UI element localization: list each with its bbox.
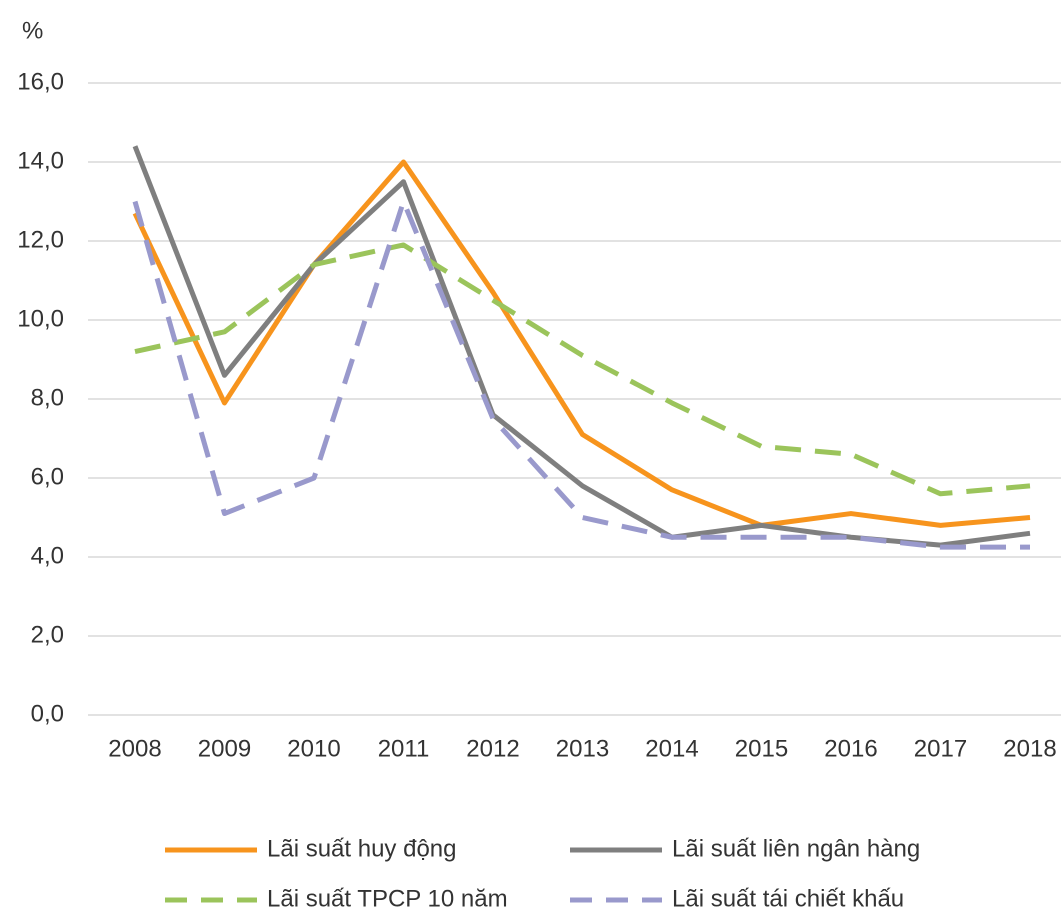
y-axis-label: % — [22, 17, 43, 44]
y-tick-label: 4,0 — [31, 542, 64, 569]
y-tick-label: 12,0 — [17, 226, 64, 253]
y-tick-label: 10,0 — [17, 305, 64, 332]
x-tick-label: 2012 — [466, 735, 519, 762]
x-tick-label: 2011 — [378, 735, 430, 762]
y-tick-label: 6,0 — [31, 463, 64, 490]
y-tick-label: 14,0 — [17, 147, 64, 174]
x-tick-label: 2010 — [287, 735, 340, 762]
legend-label: Lãi suất tái chiết khấu — [672, 885, 904, 912]
legend-label: Lãi suất liên ngân hàng — [672, 835, 920, 862]
series-line — [132, 145, 1031, 548]
x-tick-label: 2015 — [735, 735, 788, 762]
series-line — [132, 159, 1031, 528]
x-tick-label: 2018 — [1003, 735, 1056, 762]
series-line — [134, 242, 1031, 497]
y-tick-label: 0,0 — [31, 700, 64, 727]
x-tick-label: 2014 — [645, 735, 698, 762]
y-tick-label: 8,0 — [31, 384, 64, 411]
y-tick-label: 16,0 — [17, 68, 64, 95]
x-tick-label: 2008 — [108, 735, 161, 762]
x-tick-label: 2013 — [556, 735, 609, 762]
x-tick-label: 2009 — [198, 735, 251, 762]
legend-label: Lãi suất huy động — [267, 835, 456, 862]
x-tick-label: 2017 — [914, 735, 967, 762]
series-line — [132, 199, 1030, 550]
x-tick-label: 2016 — [824, 735, 877, 762]
legend-label: Lãi suất TPCP 10 năm — [267, 885, 508, 912]
y-tick-label: 2,0 — [31, 621, 64, 648]
